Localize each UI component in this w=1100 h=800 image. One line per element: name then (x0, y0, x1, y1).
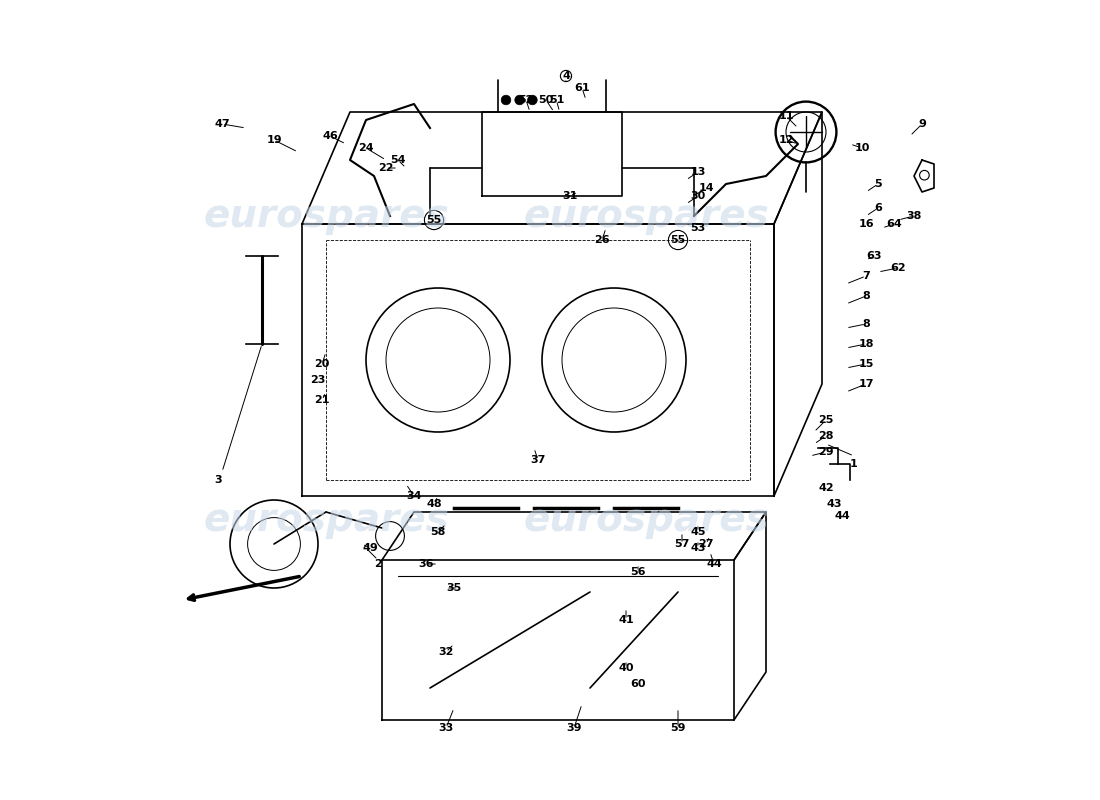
Text: 4: 4 (562, 71, 570, 81)
Text: 40: 40 (618, 663, 634, 673)
Text: 8: 8 (862, 291, 870, 301)
Text: 28: 28 (818, 431, 834, 441)
Text: 49: 49 (362, 543, 378, 553)
Text: 59: 59 (670, 723, 685, 733)
Text: eurospares: eurospares (204, 501, 449, 539)
Text: 38: 38 (906, 211, 922, 221)
Text: 14: 14 (698, 183, 714, 193)
Text: 7: 7 (862, 271, 870, 281)
Text: eurospares: eurospares (524, 197, 769, 235)
Text: 15: 15 (858, 359, 873, 369)
Text: 18: 18 (858, 339, 873, 349)
Text: 52: 52 (518, 95, 534, 105)
Text: 26: 26 (594, 235, 609, 245)
Circle shape (502, 95, 510, 105)
Text: 6: 6 (874, 203, 882, 213)
Circle shape (528, 95, 537, 105)
Text: 61: 61 (574, 83, 590, 93)
Text: 12: 12 (779, 135, 794, 145)
Text: 13: 13 (691, 167, 706, 177)
Text: 24: 24 (359, 143, 374, 153)
Text: 5: 5 (874, 179, 882, 189)
Text: 53: 53 (691, 223, 705, 233)
Text: 44: 44 (834, 511, 850, 521)
Text: 3: 3 (214, 475, 222, 485)
Text: eurospares: eurospares (524, 501, 769, 539)
Text: 48: 48 (426, 499, 442, 509)
Text: 45: 45 (691, 527, 706, 537)
Text: 55: 55 (427, 215, 441, 225)
Text: 62: 62 (890, 263, 905, 273)
Text: 47: 47 (214, 119, 230, 129)
Text: 33: 33 (439, 723, 453, 733)
Text: 50: 50 (538, 95, 553, 105)
Text: 56: 56 (630, 567, 646, 577)
Text: 19: 19 (266, 135, 282, 145)
Text: 44: 44 (706, 559, 722, 569)
Text: 20: 20 (315, 359, 330, 369)
Text: 51: 51 (549, 95, 564, 105)
Text: 22: 22 (378, 163, 394, 173)
Text: 29: 29 (818, 447, 834, 457)
Text: 64: 64 (887, 219, 902, 229)
Text: 41: 41 (618, 615, 634, 625)
Text: 31: 31 (562, 191, 578, 201)
Text: 57: 57 (674, 539, 690, 549)
Text: 23: 23 (310, 375, 326, 385)
Text: 34: 34 (406, 491, 421, 501)
Text: 54: 54 (390, 155, 406, 165)
Text: 35: 35 (447, 583, 462, 593)
Text: 2: 2 (374, 559, 382, 569)
Text: 43: 43 (691, 543, 706, 553)
Text: eurospares: eurospares (204, 197, 449, 235)
Text: 37: 37 (530, 455, 546, 465)
Text: 27: 27 (698, 539, 714, 549)
Circle shape (515, 95, 525, 105)
Text: 25: 25 (818, 415, 834, 425)
Text: 16: 16 (858, 219, 873, 229)
Text: 46: 46 (322, 131, 338, 141)
Text: 36: 36 (418, 559, 433, 569)
Text: 58: 58 (430, 527, 446, 537)
Text: 1: 1 (850, 459, 858, 469)
Text: 43: 43 (826, 499, 842, 509)
Text: 63: 63 (867, 251, 882, 261)
Text: 10: 10 (855, 143, 870, 153)
Text: 17: 17 (858, 379, 873, 389)
Text: 55: 55 (670, 235, 685, 245)
Text: 9: 9 (918, 119, 926, 129)
Text: 39: 39 (566, 723, 582, 733)
Text: 30: 30 (691, 191, 705, 201)
Text: 8: 8 (862, 319, 870, 329)
Text: 32: 32 (438, 647, 453, 657)
Text: 11: 11 (779, 111, 794, 121)
Text: 60: 60 (630, 679, 646, 689)
Text: 21: 21 (315, 395, 330, 405)
Circle shape (562, 72, 570, 80)
Text: 42: 42 (818, 483, 834, 493)
